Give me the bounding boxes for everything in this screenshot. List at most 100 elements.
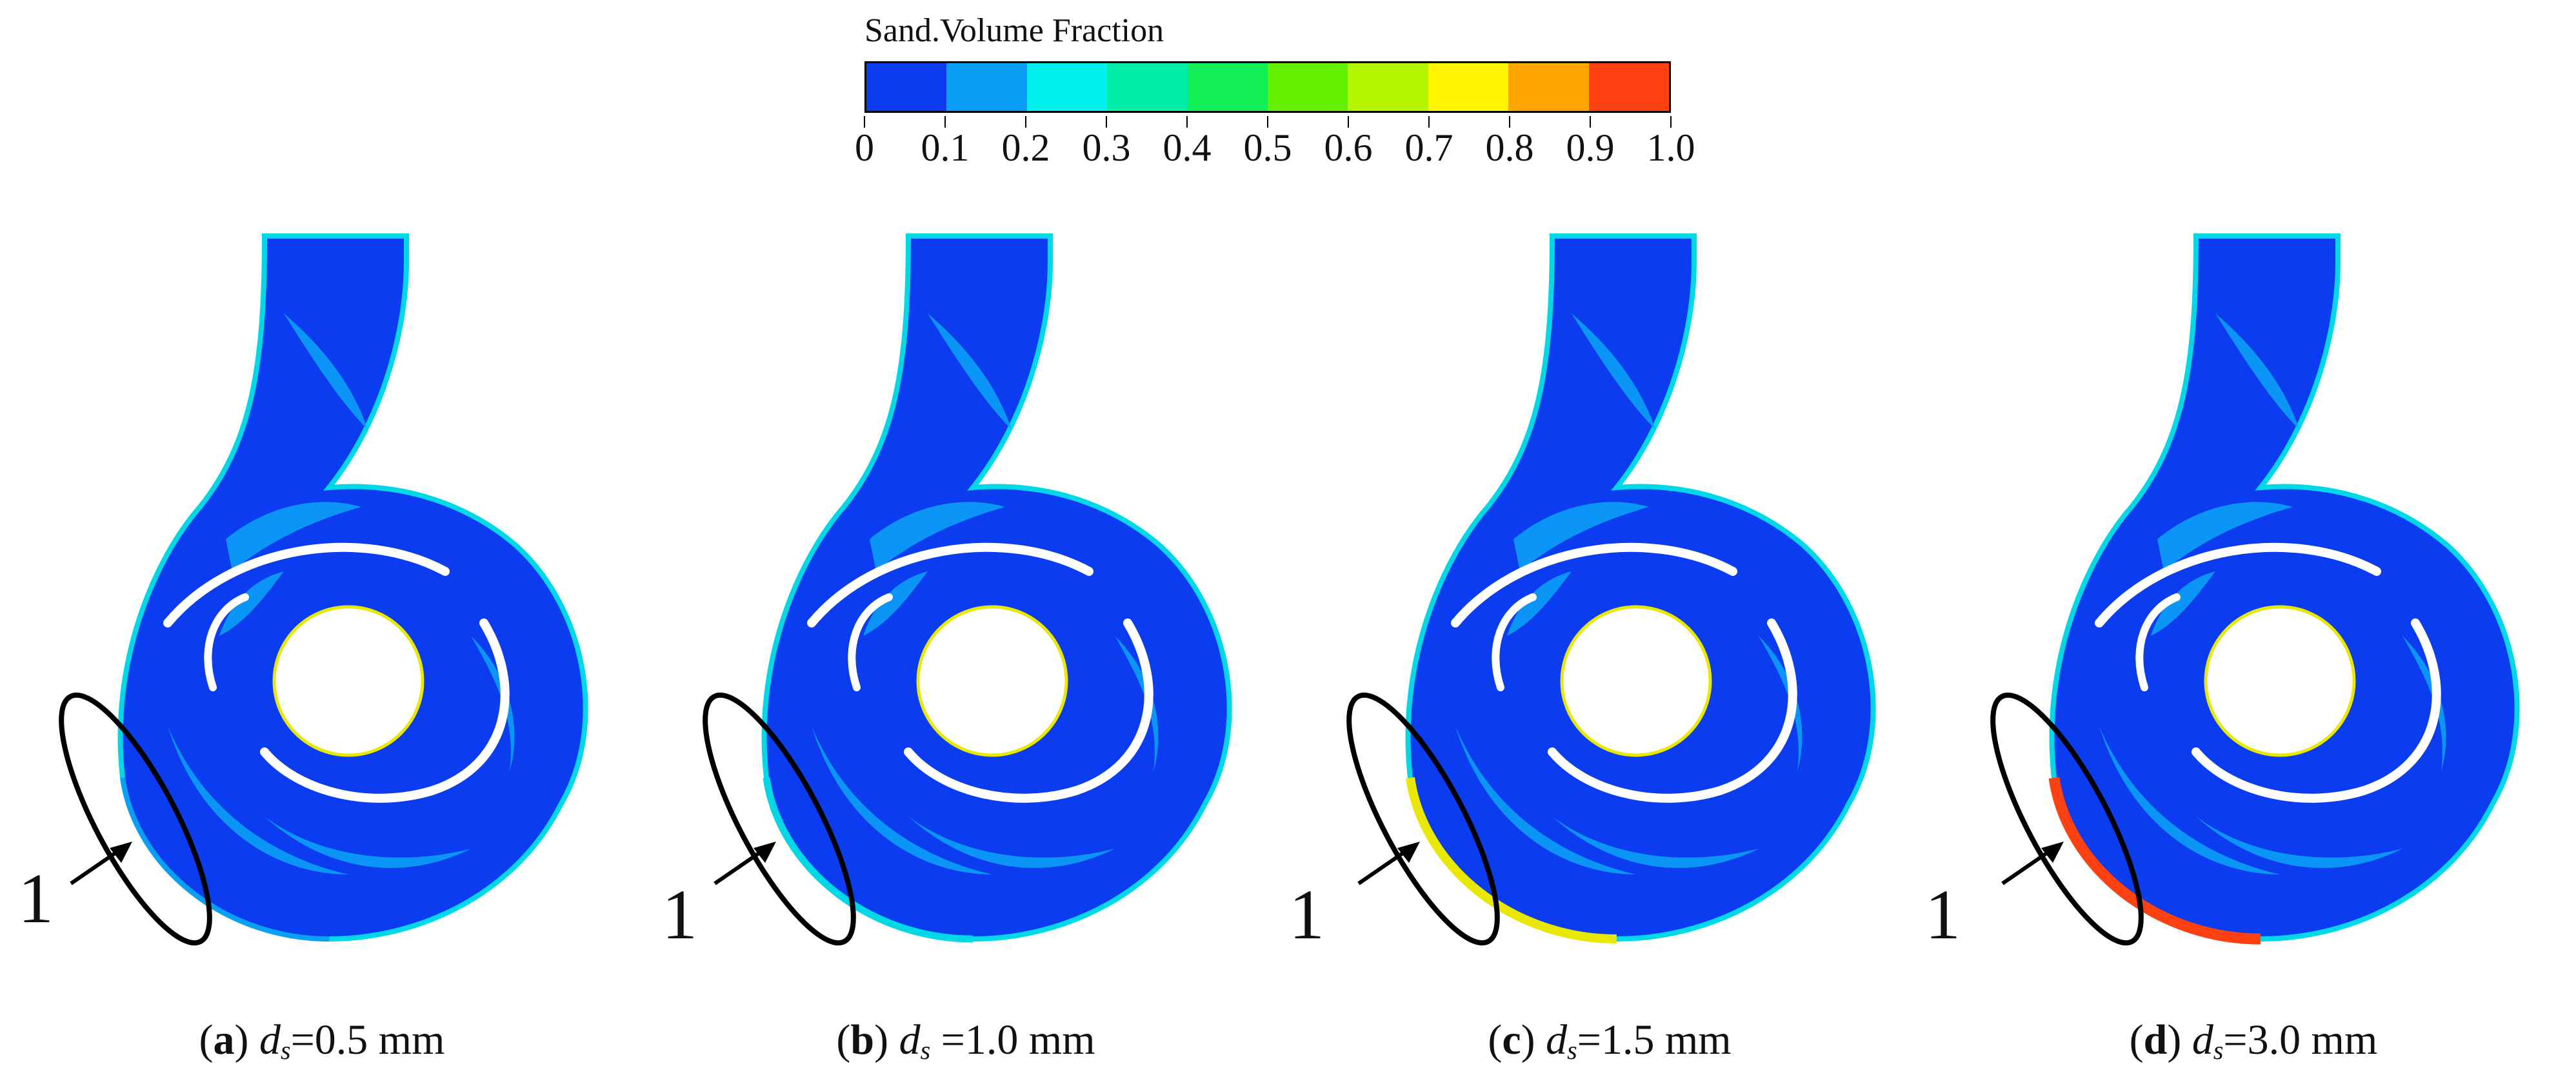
- colorbar-tick: [1025, 116, 1026, 128]
- caption-subscript: s: [2213, 1036, 2224, 1065]
- caption-symbol: d: [899, 1016, 921, 1063]
- impeller-blade: [204, 593, 249, 691]
- wall-band: [2048, 776, 2261, 945]
- impeller-blade: [260, 618, 510, 803]
- colorbar-segment: [1348, 63, 1428, 111]
- caption-value: =0.5 mm: [290, 1016, 445, 1063]
- region-marker-label: 1: [1925, 875, 1961, 954]
- impeller-hub: [916, 605, 1068, 757]
- panel-d: 1 (d) ds=3.0 mm: [1925, 206, 2575, 1086]
- sand-streak: [1507, 571, 1572, 636]
- pump-contour-plot: [1346, 233, 1876, 946]
- colorbar-segment: [946, 63, 1027, 111]
- sand-streak: [870, 502, 1005, 571]
- colorbar-tick: [1428, 116, 1430, 128]
- sand-streak: [812, 726, 992, 874]
- annotation-arrow-head: [2041, 842, 2064, 863]
- colorbar-tick: [864, 116, 865, 128]
- colorbar-tick: [1348, 116, 1349, 128]
- caption-value: =3.0 mm: [2223, 1016, 2378, 1063]
- annotation-arrow-line: [70, 846, 124, 885]
- annotation-arrow-head: [754, 842, 776, 863]
- colorbar-segment: [1428, 63, 1509, 111]
- impeller-blade: [1492, 593, 1537, 691]
- impeller-hub: [272, 605, 424, 757]
- volute-group: [2048, 233, 2520, 945]
- caption-subscript: s: [920, 1036, 931, 1065]
- sand-streak: [2196, 816, 2402, 868]
- colorbar-tick-labels: 0 0.1 0.2 0.3 0.4 0.5 0.6 0.7 0.8 0.9 1.…: [855, 126, 1695, 177]
- sand-streak: [1572, 313, 1655, 429]
- panel-caption: (b) ds =1.0 mm: [836, 1016, 1095, 1065]
- tick-label: 0.6: [1324, 126, 1373, 169]
- caption-symbol: d: [259, 1016, 281, 1063]
- impeller-blade: [807, 542, 1093, 627]
- impeller-blade: [2192, 618, 2441, 803]
- wall-band: [1406, 777, 1617, 943]
- caption-symbol: d: [1546, 1016, 1568, 1063]
- tick-label: 0.7: [1404, 126, 1453, 169]
- pump-contour-plot: [703, 233, 1232, 946]
- sand-streak: [2157, 502, 2293, 571]
- tick-label: 0.8: [1485, 126, 1534, 169]
- caption-letter: d: [2143, 1016, 2168, 1063]
- caption-letter: b: [850, 1016, 875, 1063]
- sand-streak: [2215, 313, 2299, 429]
- sand-streak: [226, 502, 361, 571]
- colorbar-segment: [1026, 63, 1108, 111]
- tick-label: 0.3: [1082, 126, 1131, 169]
- colorbar-segment: [1268, 63, 1348, 111]
- region-marker-label: 1: [662, 875, 697, 954]
- impeller-hub: [1560, 605, 1712, 757]
- sand-streak: [863, 571, 928, 636]
- caption-symbol: d: [2192, 1016, 2213, 1063]
- legend-title: Sand.Volume Fraction: [864, 12, 1164, 49]
- sand-streak: [908, 816, 1115, 868]
- impeller-blade: [1548, 618, 1797, 803]
- wall-band: [763, 777, 973, 943]
- sand-streak: [168, 726, 348, 874]
- colorbar-tick: [1670, 116, 1672, 128]
- colorbar: [864, 61, 1671, 113]
- region-ellipse: [1346, 692, 1500, 946]
- impeller-blade: [163, 542, 450, 627]
- wall-band: [120, 777, 330, 942]
- region-ellipse: [59, 692, 212, 946]
- annotation-arrow-line: [1357, 846, 1412, 885]
- caption-subscript: s: [1567, 1036, 1577, 1065]
- sand-streak: [1552, 816, 1759, 868]
- colorbar-segment: [1588, 63, 1670, 111]
- annotation-arrow-line: [2001, 846, 2055, 885]
- tick-label: 0.5: [1243, 126, 1292, 169]
- tick-label: 0.2: [1001, 126, 1050, 169]
- colorbar-tick: [1106, 116, 1107, 128]
- caption-letter: c: [1502, 1016, 1521, 1063]
- region-marker-label: 1: [18, 859, 54, 938]
- colorbar-tick: [1267, 116, 1268, 128]
- impeller-hub: [2204, 605, 2356, 757]
- sand-streak: [265, 816, 471, 868]
- region-marker-label: 1: [1289, 875, 1324, 954]
- panel-caption: (d) ds=3.0 mm: [2129, 1016, 2378, 1065]
- tick-label: 1.0: [1646, 126, 1695, 169]
- annotation-arrow-head: [110, 842, 132, 863]
- sand-streak: [1455, 726, 1636, 874]
- sand-streak: [1513, 502, 1649, 571]
- sand-streak: [2151, 571, 2215, 636]
- tick-label: 0.9: [1566, 126, 1615, 169]
- annotation-arrow-head: [1397, 842, 1420, 863]
- pump-contour-plot: [59, 233, 588, 946]
- panel-b: 1 (b) ds =1.0 mm: [644, 206, 1288, 1086]
- volute-body: [761, 233, 1232, 942]
- volute-group: [761, 233, 1232, 943]
- panel-c: 1 (c) ds=1.5 mm: [1288, 206, 1932, 1086]
- region-ellipse: [1990, 692, 2144, 946]
- impeller-blade: [848, 593, 893, 691]
- colorbar-segment: [866, 63, 947, 111]
- panel-caption: (c) ds=1.5 mm: [1488, 1016, 1732, 1065]
- pump-contour-plot: [1990, 233, 2520, 946]
- volute-body: [117, 233, 588, 942]
- caption-letter: a: [213, 1016, 235, 1063]
- volute-body: [2049, 233, 2520, 942]
- colorbar-segment: [1508, 63, 1589, 111]
